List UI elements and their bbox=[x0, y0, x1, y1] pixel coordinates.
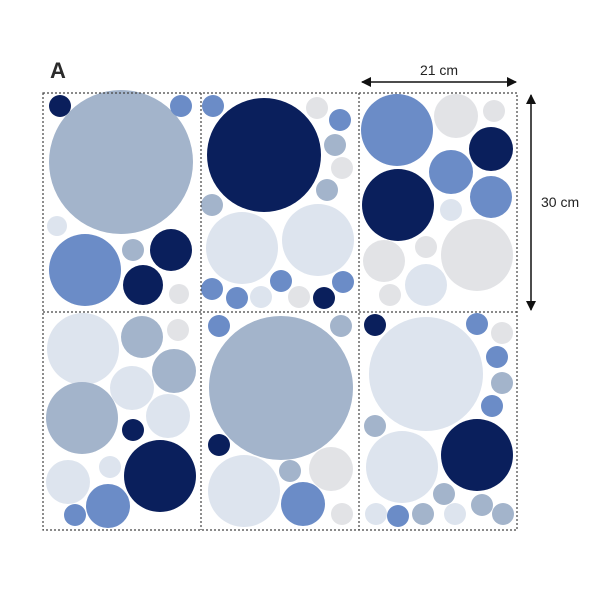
light-gray-dot bbox=[415, 236, 437, 258]
gray-blue-dot bbox=[433, 483, 455, 505]
medium-blue-dot bbox=[470, 176, 512, 218]
navy-dot bbox=[362, 169, 434, 241]
panel-letter: A bbox=[50, 58, 66, 83]
medium-blue-dot bbox=[201, 278, 223, 300]
medium-blue-dot bbox=[329, 109, 351, 131]
pale-blue-dot bbox=[365, 503, 387, 525]
medium-blue-dot bbox=[226, 287, 248, 309]
pale-blue-dot bbox=[47, 216, 67, 236]
gray-blue-dot bbox=[279, 460, 301, 482]
medium-blue-dot bbox=[49, 234, 121, 306]
pale-blue-dot bbox=[440, 199, 462, 221]
gray-blue-dot bbox=[46, 382, 118, 454]
pale-blue-dot bbox=[46, 460, 90, 504]
navy-dot bbox=[122, 419, 144, 441]
pale-blue-dot bbox=[282, 204, 354, 276]
pale-blue-dot bbox=[366, 431, 438, 503]
pale-blue-dot bbox=[208, 455, 280, 527]
gray-blue-dot bbox=[152, 349, 196, 393]
medium-blue-dot bbox=[361, 94, 433, 166]
light-gray-dot bbox=[363, 240, 405, 282]
light-gray-dot bbox=[331, 503, 353, 525]
navy-dot bbox=[364, 314, 386, 336]
pale-blue-dot bbox=[99, 456, 121, 478]
light-gray-dot bbox=[167, 319, 189, 341]
pale-blue-dot bbox=[206, 212, 278, 284]
gray-blue-dot bbox=[316, 179, 338, 201]
gray-blue-dot bbox=[471, 494, 493, 516]
medium-blue-dot bbox=[481, 395, 503, 417]
medium-blue-dot bbox=[202, 95, 224, 117]
medium-blue-dot bbox=[86, 484, 130, 528]
gray-blue-dot bbox=[122, 239, 144, 261]
light-gray-dot bbox=[331, 157, 353, 179]
height-label: 30 cm bbox=[541, 194, 579, 210]
pale-blue-dot bbox=[444, 503, 466, 525]
pale-blue-dot bbox=[405, 264, 447, 306]
light-gray-dot bbox=[169, 284, 189, 304]
sheet-grid bbox=[42, 92, 518, 531]
navy-dot bbox=[150, 229, 192, 271]
medium-blue-dot bbox=[270, 270, 292, 292]
navy-dot bbox=[207, 98, 321, 212]
navy-dot bbox=[123, 265, 163, 305]
gray-blue-dot bbox=[209, 316, 353, 460]
medium-blue-dot bbox=[387, 505, 409, 527]
gray-blue-dot bbox=[121, 316, 163, 358]
pale-blue-dot bbox=[110, 366, 154, 410]
gray-blue-dot bbox=[324, 134, 346, 156]
dots-layer bbox=[46, 90, 514, 528]
pale-blue-dot bbox=[369, 317, 483, 431]
navy-dot bbox=[469, 127, 513, 171]
gray-blue-dot bbox=[364, 415, 386, 437]
light-gray-dot bbox=[309, 447, 353, 491]
pale-blue-dot bbox=[47, 313, 119, 385]
navy-dot bbox=[208, 434, 230, 456]
gray-blue-dot bbox=[412, 503, 434, 525]
gray-blue-dot bbox=[330, 315, 352, 337]
navy-dot bbox=[313, 287, 335, 309]
navy-dot bbox=[441, 419, 513, 491]
gray-blue-dot bbox=[49, 90, 193, 234]
light-gray-dot bbox=[441, 219, 513, 291]
gray-blue-dot bbox=[201, 194, 223, 216]
medium-blue-dot bbox=[429, 150, 473, 194]
pale-blue-dot bbox=[250, 286, 272, 308]
medium-blue-dot bbox=[208, 315, 230, 337]
pale-blue-dot bbox=[146, 394, 190, 438]
medium-blue-dot bbox=[170, 95, 192, 117]
medium-blue-dot bbox=[281, 482, 325, 526]
gray-blue-dot bbox=[492, 503, 514, 525]
navy-dot bbox=[124, 440, 196, 512]
light-gray-dot bbox=[306, 97, 328, 119]
dimension-annotations: 21 cm 30 cm bbox=[361, 62, 579, 311]
light-gray-dot bbox=[483, 100, 505, 122]
medium-blue-dot bbox=[466, 313, 488, 335]
light-gray-dot bbox=[434, 94, 478, 138]
light-gray-dot bbox=[491, 322, 513, 344]
medium-blue-dot bbox=[332, 271, 354, 293]
width-label: 21 cm bbox=[420, 62, 458, 78]
light-gray-dot bbox=[379, 284, 401, 306]
medium-blue-dot bbox=[486, 346, 508, 368]
light-gray-dot bbox=[288, 286, 310, 308]
gray-blue-dot bbox=[491, 372, 513, 394]
navy-dot bbox=[49, 95, 71, 117]
medium-blue-dot bbox=[64, 504, 86, 526]
